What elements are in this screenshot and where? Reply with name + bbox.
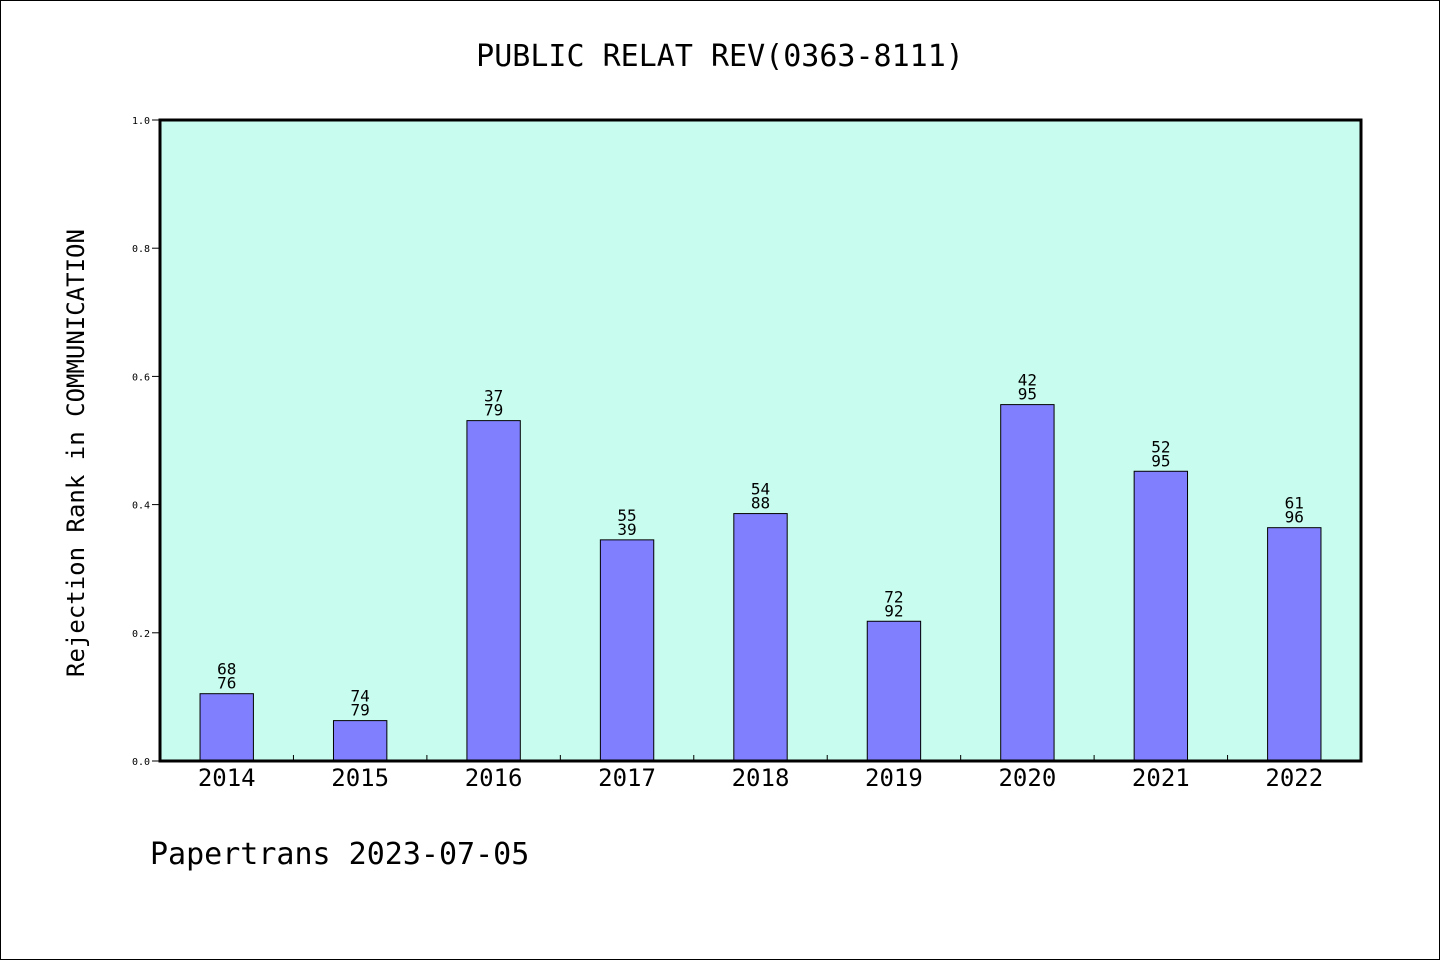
bar-2018	[733, 513, 788, 762]
y-axis: 0.0 0.2 0.4 0.6 0.8 1.0	[132, 116, 160, 768]
data-label-bottom: 88	[751, 494, 770, 513]
data-label-bottom: 79	[351, 701, 370, 720]
data-label-bottom: 39	[617, 520, 636, 539]
data-label-top: 42	[1018, 371, 1037, 390]
plot-border	[158, 118, 1363, 763]
data-label-bottom: 95	[1018, 385, 1037, 404]
x-tick-label: 2018	[732, 764, 790, 792]
y-axis-label: Rejection Rank in COMMUNICATION	[62, 229, 90, 677]
chart-title: PUBLIC RELAT REV(0363-8111)	[476, 39, 964, 74]
bar-2015	[332, 720, 388, 762]
footer-credit: Papertrans 2023-07-05	[150, 837, 529, 872]
x-axis: 2014 2015 2016 2017 2018 2019 2020 2021 2022	[198, 755, 1323, 792]
y-tick-label: 0.8	[132, 244, 150, 255]
bar-2022	[1267, 527, 1322, 762]
bar-2014	[199, 693, 254, 762]
x-tick-label: 2015	[331, 764, 389, 792]
x-tick-label: 2020	[998, 764, 1056, 792]
data-label-top: 68	[217, 660, 236, 679]
x-tick-label: 2021	[1132, 764, 1190, 792]
data-label-top: 72	[884, 587, 903, 606]
data-label-bottom: 92	[884, 601, 903, 620]
y-tick-label: 0.4	[132, 501, 150, 512]
y-tick-label: 0.0	[132, 757, 150, 768]
data-label-top: 55	[617, 506, 636, 525]
data-label-bottom: 95	[1151, 451, 1170, 470]
bar-2019	[866, 620, 922, 762]
x-tick-label: 2014	[198, 764, 256, 792]
data-label-bottom: 79	[484, 401, 503, 420]
bar-series	[199, 404, 1322, 762]
y-tick-label: 1.0	[132, 116, 150, 127]
bar-2020	[1000, 404, 1055, 762]
data-label-top: 74	[351, 687, 370, 706]
bar-2016	[466, 420, 521, 762]
y-tick-label: 0.2	[132, 629, 150, 640]
data-label-top: 54	[751, 480, 770, 499]
data-label-top: 37	[484, 387, 503, 406]
data-label-bottom: 76	[217, 674, 236, 693]
x-tick-label: 2019	[865, 764, 923, 792]
x-tick-label: 2017	[598, 764, 656, 792]
bar-2017	[599, 539, 655, 762]
data-label-top: 52	[1151, 437, 1170, 456]
bar-2021	[1133, 470, 1189, 762]
x-tick-label: 2016	[465, 764, 523, 792]
data-label-top: 61	[1285, 494, 1304, 513]
data-label-bottom: 96	[1285, 508, 1304, 527]
x-tick-label: 2022	[1265, 764, 1323, 792]
y-tick-label: 0.6	[132, 372, 150, 383]
